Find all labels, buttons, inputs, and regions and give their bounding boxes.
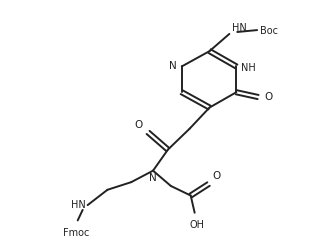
Text: HN: HN [232, 23, 247, 33]
Text: Fmoc: Fmoc [62, 228, 89, 238]
Text: NH: NH [241, 63, 256, 73]
Text: O: O [135, 120, 143, 130]
Text: N: N [169, 61, 177, 72]
Text: O: O [264, 92, 272, 102]
Text: OH: OH [189, 220, 204, 230]
Text: Boc: Boc [260, 26, 278, 36]
Text: O: O [213, 171, 221, 181]
Text: N: N [149, 173, 157, 183]
Text: HN: HN [71, 200, 86, 210]
